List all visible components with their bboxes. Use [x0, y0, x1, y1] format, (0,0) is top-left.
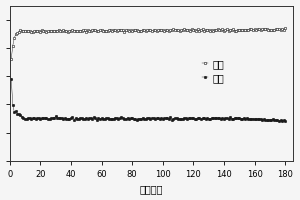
放电 — [283, 120, 287, 122]
充电 — [274, 28, 278, 31]
充电 — [10, 58, 13, 60]
放电 — [253, 118, 256, 120]
放电 — [10, 77, 13, 80]
Legend: 充电, 放电: 充电, 放电 — [202, 59, 225, 83]
放电 — [14, 110, 18, 112]
放电 — [274, 119, 278, 121]
充电 — [66, 31, 70, 33]
放电 — [42, 117, 45, 119]
充电 — [14, 33, 18, 35]
充电 — [253, 28, 256, 31]
充电 — [42, 30, 45, 32]
Line: 放电: 放电 — [10, 77, 286, 122]
Line: 充电: 充电 — [10, 27, 286, 60]
放电 — [113, 116, 117, 119]
X-axis label: 循环次数: 循环次数 — [140, 184, 163, 194]
充电 — [113, 29, 117, 31]
放电 — [66, 117, 70, 120]
充电 — [283, 27, 287, 29]
